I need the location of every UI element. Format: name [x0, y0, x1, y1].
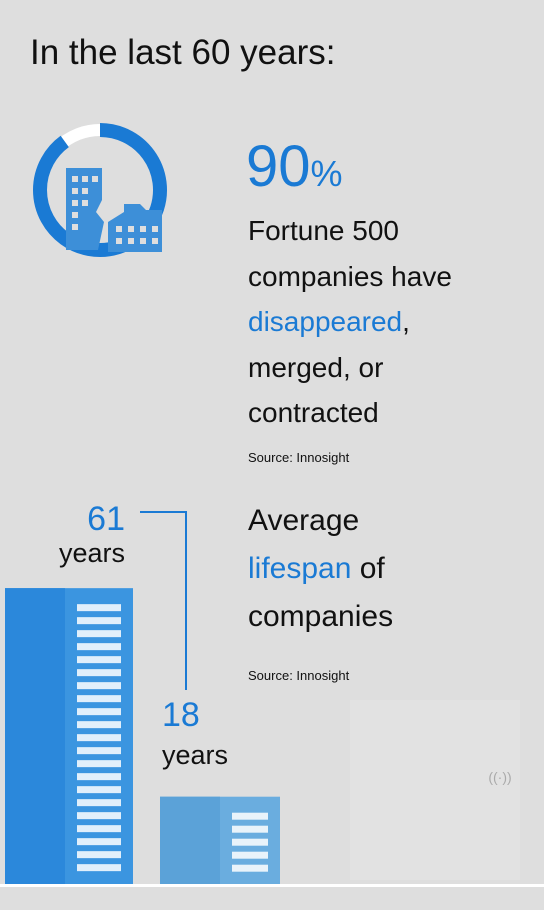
window — [77, 773, 121, 781]
window — [77, 630, 121, 638]
connector — [140, 511, 187, 690]
before-label: years — [59, 538, 125, 568]
window — [77, 760, 121, 768]
lifespan-line: Average — [248, 504, 359, 537]
stat-unit: % — [311, 153, 343, 194]
window — [77, 747, 121, 755]
window — [77, 799, 121, 807]
source: Source: Innosight — [248, 668, 350, 683]
window — [77, 825, 121, 833]
window — [77, 708, 121, 716]
window — [232, 851, 268, 859]
stat-number: 90% — [246, 134, 343, 199]
after-label: years — [162, 740, 228, 770]
window — [232, 825, 268, 833]
icon-windows — [72, 176, 158, 244]
title: In the last 60 years: — [30, 33, 335, 72]
faint-tower: ((·)) — [350, 700, 520, 880]
lifespan-line: lifespan of — [248, 552, 385, 585]
stat-line: merged, or — [248, 352, 383, 383]
after-value: 18 — [162, 696, 200, 734]
lifespan-of: of — [360, 552, 386, 585]
stat-comma: , — [402, 306, 410, 337]
window — [77, 617, 121, 625]
stat-line: contracted — [248, 397, 379, 428]
before-value: 61 — [87, 500, 125, 538]
lifespan-line: companies — [248, 600, 393, 633]
buildings — [5, 588, 280, 884]
window — [77, 851, 121, 859]
building-side — [160, 796, 220, 884]
window — [77, 864, 121, 872]
building-side — [5, 588, 65, 884]
window — [77, 838, 121, 846]
stat-line: Fortune 500 — [248, 215, 399, 246]
stat-value: 90 — [246, 134, 311, 199]
window — [77, 721, 121, 729]
lifespan-highlight: lifespan — [248, 552, 351, 585]
stat-line: companies have — [248, 261, 452, 292]
svg-text:((·)): ((·)) — [488, 769, 511, 785]
window — [232, 812, 268, 820]
window — [77, 682, 121, 690]
stat-line: disappeared, — [248, 306, 410, 337]
window — [77, 812, 121, 820]
window — [77, 669, 121, 677]
ground — [0, 884, 544, 887]
source: Source: Innosight — [248, 450, 350, 465]
window — [77, 695, 121, 703]
window — [77, 656, 121, 664]
window — [232, 838, 268, 846]
stat-highlight: disappeared — [248, 306, 402, 337]
window — [77, 604, 121, 612]
window — [77, 786, 121, 794]
window — [77, 734, 121, 742]
window — [77, 643, 121, 651]
window — [232, 864, 268, 872]
